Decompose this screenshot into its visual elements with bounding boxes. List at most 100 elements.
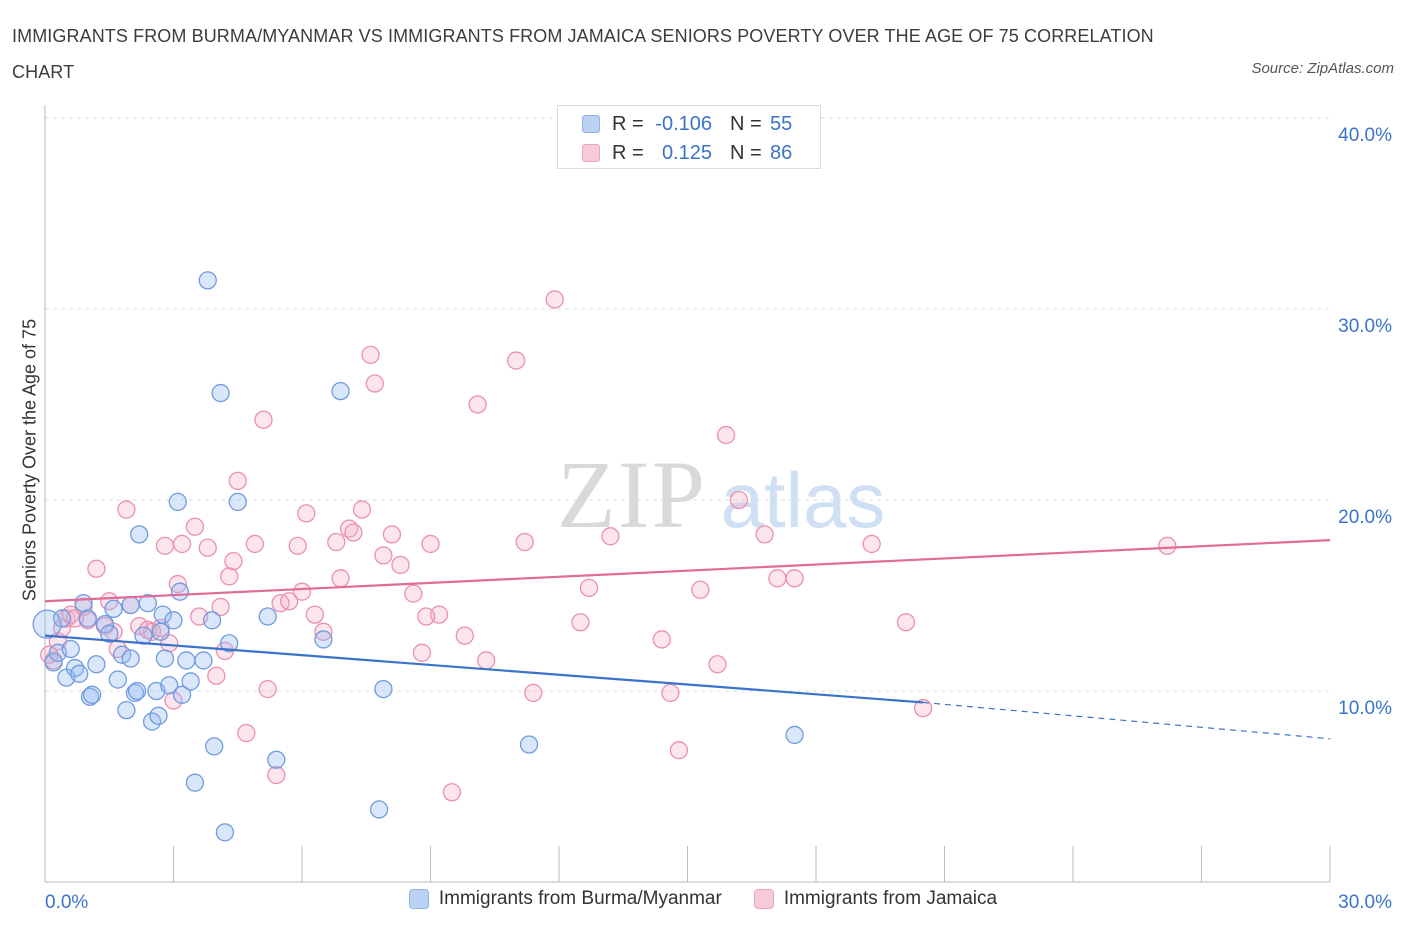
jamaica-point — [279, 592, 299, 611]
legend-n-label: N = — [730, 112, 762, 135]
jamaica-point — [755, 525, 774, 544]
burma-point — [87, 655, 106, 674]
burma-point — [121, 595, 140, 615]
jamaica-point — [896, 613, 916, 632]
legend-r-value: 0.125 — [661, 141, 712, 164]
jamaica-point — [524, 683, 543, 703]
burma-point — [267, 750, 286, 769]
jamaica-point — [374, 546, 393, 565]
jamaica-point — [477, 651, 496, 670]
burma-point — [78, 609, 97, 628]
legend-r-label: R = — [612, 112, 644, 135]
jamaica-point — [507, 351, 526, 370]
burma-point — [44, 653, 63, 672]
y-tick-label: 30.0% — [1338, 316, 1392, 337]
burma-trend-extension — [923, 701, 1331, 740]
jamaica-point — [652, 630, 671, 649]
legend-row-jamaica: R = 0.125 N = 86 — [582, 138, 792, 168]
jamaica-point — [691, 580, 710, 599]
tick-labels: 10.0% 20.0% 30.0% 40.0% 0.0% 30.0% — [45, 125, 1392, 913]
jamaica-point — [228, 471, 247, 491]
watermark-zip: ZIP — [557, 441, 707, 548]
x-tick-label: 0.0% — [45, 892, 88, 913]
legend-n-label: N = — [730, 141, 762, 164]
trend-lines — [44, 539, 1331, 740]
axes — [44, 105, 1331, 883]
jamaica-point — [292, 582, 312, 601]
jamaica-point — [862, 534, 881, 554]
burma-point — [127, 681, 147, 701]
y-tick-label: 20.0% — [1338, 507, 1392, 528]
jamaica-point — [571, 613, 590, 632]
jamaica-point — [455, 626, 474, 645]
burma-point — [155, 649, 175, 668]
burma-point — [215, 823, 235, 842]
chart-title: IMMIGRANTS FROM BURMA/MYANMAR VS IMMIGRA… — [12, 26, 1154, 82]
jamaica-point — [117, 500, 136, 519]
jamaica-point — [224, 551, 243, 571]
burma-point — [52, 609, 72, 628]
burma-point — [108, 670, 127, 689]
burma-point — [194, 651, 213, 670]
jamaica-point — [729, 490, 749, 510]
jamaica-point — [254, 410, 273, 429]
jamaica-point — [545, 290, 564, 309]
jamaica-point — [211, 597, 230, 617]
burma-point — [130, 525, 149, 544]
jamaica-point — [708, 655, 727, 674]
legend-item-burma: Immigrants from Burma/Myanmar — [408, 888, 722, 910]
legend-item-jamaica: Immigrants from Jamaica — [753, 888, 997, 910]
burma-point — [170, 582, 190, 601]
watermark: ZIP atlas — [557, 441, 885, 548]
jamaica-point — [314, 622, 333, 641]
legend-swatch-burma — [408, 889, 429, 909]
y-tick-label: 10.0% — [1338, 698, 1392, 719]
jamaica-point — [365, 374, 384, 393]
series-legend: Immigrants from Burma/Myanmar Immigrants… — [0, 888, 1406, 910]
burma-point — [168, 492, 187, 512]
burma-point — [112, 645, 132, 664]
burma-point — [185, 773, 205, 792]
legend-row-burma: R = -0.106 N = 55 — [582, 109, 792, 139]
watermark-atlas: atlas — [721, 456, 886, 544]
jamaica-point — [327, 532, 346, 552]
burma-point — [181, 672, 200, 691]
jamaica-point — [237, 723, 256, 743]
jamaica-point — [331, 569, 350, 588]
jamaica-point — [344, 523, 363, 542]
burma-point — [117, 700, 136, 720]
jamaica-point — [245, 534, 265, 554]
burma-point — [160, 676, 179, 695]
jamaica-point — [421, 534, 440, 554]
gridlines — [45, 117, 1330, 692]
jamaica-point — [601, 527, 620, 546]
jamaica-point — [913, 699, 933, 718]
jamaica-point — [579, 578, 599, 598]
burma-point — [314, 630, 333, 649]
burma-point — [258, 607, 277, 626]
jamaica-point — [768, 569, 787, 588]
jamaica-point — [404, 584, 423, 603]
jamaica-point — [382, 525, 402, 544]
jamaica-point — [87, 559, 106, 578]
burma-point — [95, 615, 115, 634]
jamaica-point — [258, 679, 277, 699]
jamaica-point — [661, 683, 680, 703]
correlation-legend: R = -0.106 N = 55 R = 0.125 N = 86 — [557, 105, 821, 169]
burma-point — [374, 679, 393, 699]
legend-n-value: 55 — [770, 112, 793, 135]
jamaica-point — [785, 569, 804, 588]
jamaica-trend-line — [44, 539, 1331, 603]
burma-point — [82, 685, 102, 704]
burma-point — [74, 593, 93, 613]
burma-point — [785, 725, 804, 745]
legend-label-burma: Immigrants from Burma/Myanmar — [438, 888, 722, 909]
burma-point — [70, 664, 89, 683]
jamaica-point — [297, 504, 316, 523]
burma-points — [32, 271, 804, 842]
burma-point — [153, 605, 172, 624]
jamaica-points — [40, 290, 1177, 802]
jamaica-point — [185, 517, 205, 536]
jamaica-point — [361, 345, 380, 364]
